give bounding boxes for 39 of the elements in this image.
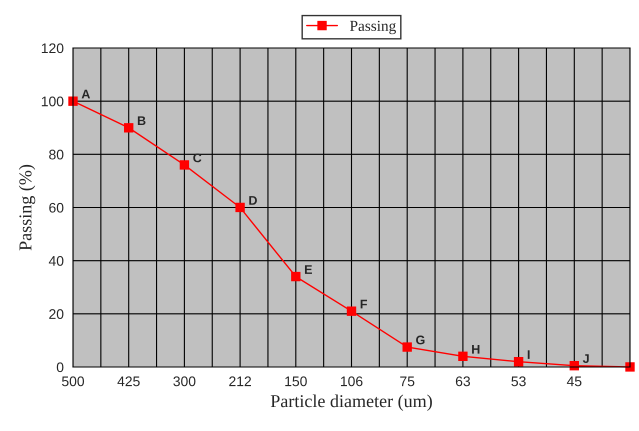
annotation: C <box>193 153 202 162</box>
x-tick-label: 425 <box>117 376 140 386</box>
point <box>514 356 524 366</box>
x-tick-label: 500 <box>62 376 84 386</box>
x-tick-label: 45 <box>566 376 582 386</box>
y-tick-label: 40 <box>48 256 64 266</box>
annotation: B <box>138 116 146 125</box>
annotation: E <box>304 265 312 274</box>
legend-label: Passing <box>350 20 396 34</box>
y-axis-title: Passing (%) <box>18 164 36 250</box>
annotation: G <box>416 336 424 344</box>
x-tick-label: 63 <box>456 376 470 386</box>
y-tick-label: 0 <box>56 362 64 372</box>
annotation: D <box>249 196 257 205</box>
annotation: I <box>528 350 530 359</box>
x-tick-label: 75 <box>400 376 414 386</box>
x-axis-title: Particle diameter (um) <box>270 394 432 411</box>
point <box>458 352 468 362</box>
x-tick-label: 300 <box>173 376 196 386</box>
point <box>291 272 300 282</box>
annotation: H <box>472 344 480 354</box>
point <box>402 342 412 352</box>
y-tick-label: 100 <box>42 96 64 106</box>
point <box>124 123 134 132</box>
x-tick-label: 150 <box>285 376 307 386</box>
y-tick-label: 120 <box>42 43 64 54</box>
x-tick-label: 106 <box>340 376 362 386</box>
point <box>235 202 245 212</box>
annotation: A <box>82 90 90 98</box>
y-tick-label: 80 <box>49 150 64 160</box>
annotation: F <box>360 300 368 308</box>
point <box>346 306 356 316</box>
x-tick-label: 53 <box>511 376 526 386</box>
y-tick-label: 20 <box>49 309 64 320</box>
annotation: J <box>582 354 589 364</box>
x-tick-label: 212 <box>229 376 251 386</box>
point <box>570 360 579 370</box>
point <box>180 160 190 170</box>
y-tick-label: 60 <box>49 202 64 213</box>
